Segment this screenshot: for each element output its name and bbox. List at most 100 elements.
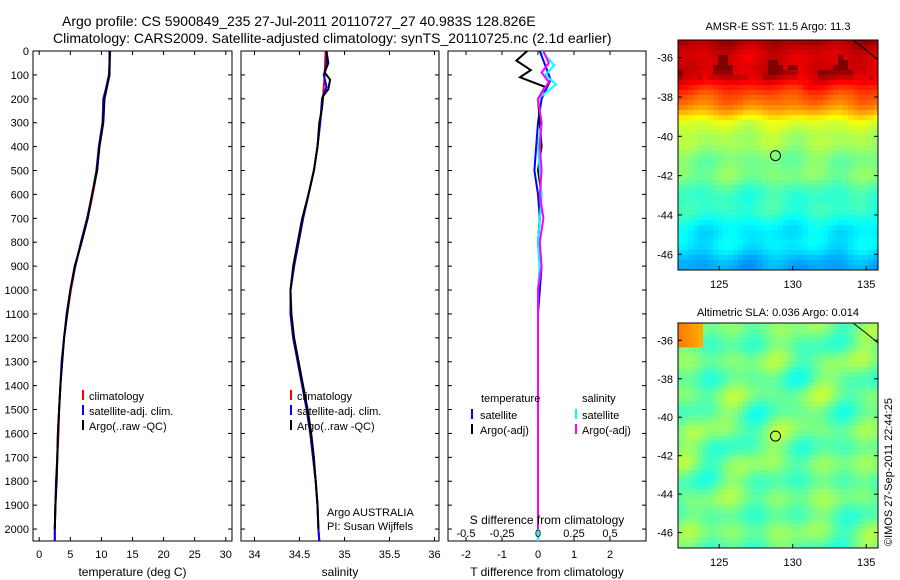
map-cell — [728, 469, 734, 476]
map-cell — [738, 323, 744, 329]
map-cell — [788, 210, 794, 216]
map-cell — [713, 386, 719, 392]
map-cell — [853, 100, 859, 106]
y-tick-label: 400 — [11, 142, 29, 154]
map-cell — [863, 245, 869, 251]
map-cell — [828, 415, 834, 422]
map-cell — [733, 352, 739, 358]
map-cell — [723, 420, 729, 427]
map-cell — [713, 469, 719, 476]
map-cell — [753, 455, 759, 461]
map-cell — [703, 60, 709, 66]
map-cell — [793, 150, 799, 156]
map-cell — [813, 503, 819, 510]
map-cell — [778, 445, 784, 451]
map-cell — [823, 160, 829, 166]
map-cell — [718, 65, 724, 71]
map-cell — [843, 445, 849, 451]
map-cell — [753, 518, 759, 524]
map-cell — [713, 260, 719, 266]
map-cell — [823, 396, 829, 402]
map-cell — [698, 155, 704, 161]
map-cell — [798, 80, 804, 86]
map-cell — [808, 513, 814, 520]
map-cell — [823, 538, 829, 544]
map-cell — [718, 327, 724, 334]
map-cell — [748, 140, 754, 146]
map-cell — [693, 396, 699, 402]
map-cell — [698, 337, 704, 343]
map-cell — [698, 105, 704, 111]
map-cell — [868, 332, 874, 339]
map-cell — [818, 185, 824, 191]
map-cell — [693, 371, 699, 378]
y-tick-label: -44 — [657, 210, 673, 222]
map-cell — [848, 195, 854, 201]
map-cell — [693, 430, 699, 436]
map-cell — [708, 55, 714, 61]
map-cell — [858, 538, 864, 544]
map-cell — [713, 376, 719, 383]
map-cell — [703, 538, 709, 544]
map-cell — [798, 435, 804, 441]
map-cell — [788, 327, 794, 334]
map-cell — [868, 533, 874, 539]
map-cell — [703, 484, 709, 490]
map-cell — [788, 60, 794, 66]
map-cell — [803, 75, 809, 81]
map-cell — [678, 230, 684, 236]
map-cell — [843, 160, 849, 166]
figure-title-line2: Climatology: CARS2009. Satellite-adjuste… — [53, 30, 612, 46]
map-cell — [683, 503, 689, 510]
map-cell — [728, 499, 734, 505]
map-cell — [683, 190, 689, 196]
map-cell — [848, 60, 854, 66]
map-cell — [688, 110, 694, 116]
map-cell — [823, 155, 829, 161]
map-cell — [723, 95, 729, 101]
map-cell — [783, 430, 789, 436]
map-cell — [768, 95, 774, 101]
map-cell — [723, 435, 729, 441]
map-cell — [848, 347, 854, 353]
map-cell — [848, 425, 854, 432]
map-cell — [858, 60, 864, 66]
map-cell — [768, 420, 774, 427]
map-cell — [858, 474, 864, 480]
map-cell — [823, 225, 829, 231]
map-cell — [743, 60, 749, 66]
map-cell — [723, 489, 729, 495]
map-cell — [748, 323, 754, 329]
map-cell — [873, 195, 878, 201]
map-cell — [743, 75, 749, 81]
map-cell — [813, 357, 819, 363]
map-cell — [788, 85, 794, 91]
map-cell — [773, 469, 779, 476]
map-cell — [843, 70, 849, 76]
map-cell — [768, 469, 774, 476]
map-cell — [793, 411, 799, 417]
map-cell — [828, 160, 834, 166]
map-cell — [818, 420, 824, 427]
map-cell — [688, 415, 694, 422]
map-cell — [733, 100, 739, 106]
map-cell — [793, 518, 799, 524]
map-cell — [803, 381, 809, 387]
map-cell — [683, 155, 689, 161]
map-cell — [753, 240, 759, 246]
map-cell — [803, 352, 809, 358]
map-cell — [733, 503, 739, 510]
map-cell — [708, 175, 714, 181]
map-cell — [703, 175, 709, 181]
map-cell — [718, 210, 724, 216]
map-cell — [808, 155, 814, 161]
map-cell — [733, 75, 739, 81]
map-cell — [758, 65, 764, 71]
map-cell — [853, 362, 859, 368]
map-cell — [708, 155, 714, 161]
map-cell — [693, 337, 699, 343]
map-cell — [868, 474, 874, 480]
map-cell — [833, 145, 839, 151]
map-cell — [848, 323, 854, 329]
map-cell — [838, 401, 844, 407]
